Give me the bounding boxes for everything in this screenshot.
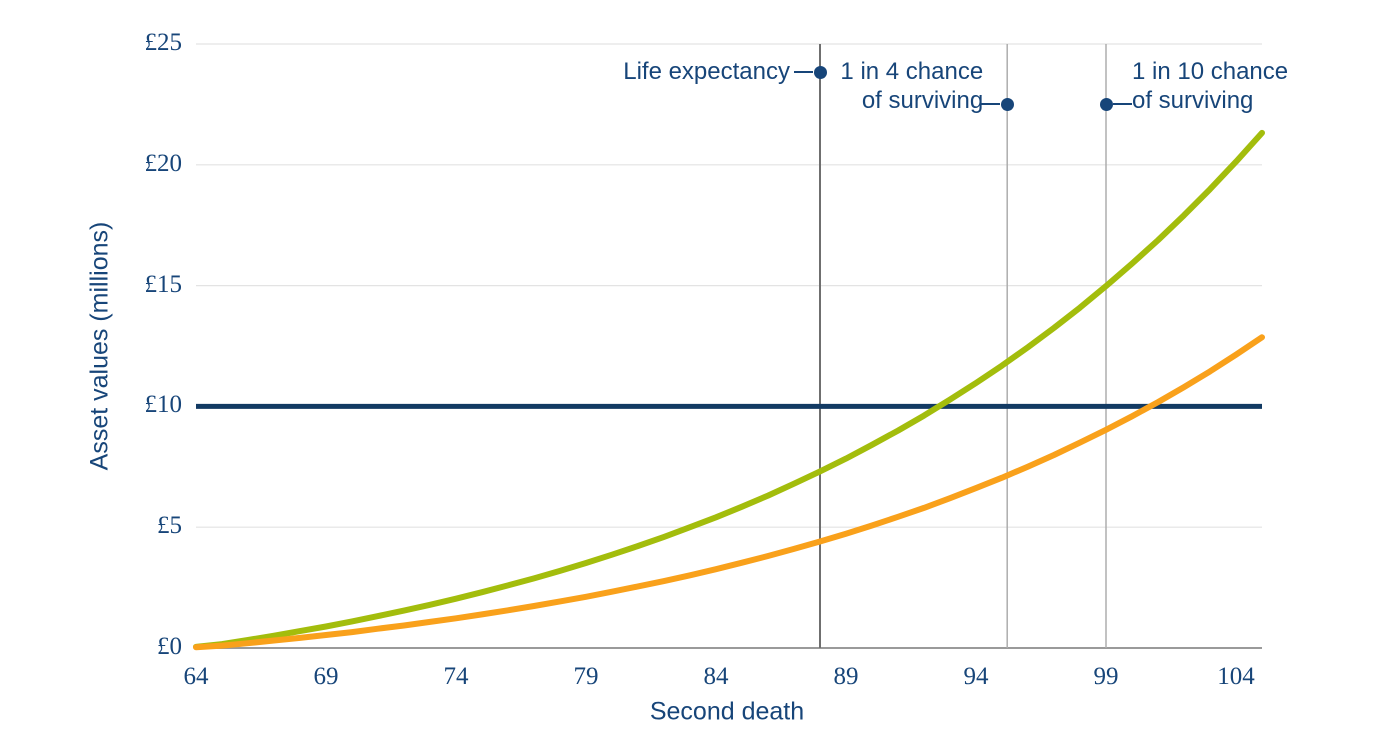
x-tick-label: 69 xyxy=(313,663,339,690)
y-tick-label: £10 xyxy=(144,391,183,419)
x-tick-label: 94 xyxy=(963,663,989,690)
annotation-connector xyxy=(794,71,813,73)
orange-growth-curve xyxy=(193,334,1265,651)
x-tick-label: 99 xyxy=(1093,663,1119,690)
x-tick-label: 84 xyxy=(703,663,729,690)
x-tick-label: 79 xyxy=(573,663,599,690)
x-tick-label: 104 xyxy=(1217,663,1255,690)
annotation-dot-icon xyxy=(1099,97,1113,111)
green-growth-curve xyxy=(193,129,1265,650)
annotation-dot-icon xyxy=(1000,97,1014,111)
one-in-four-label: 1 in 4 chance of surviving xyxy=(840,57,983,115)
life-expectancy-label: Life expectancy xyxy=(623,57,790,86)
annotation-dot-icon xyxy=(813,65,827,79)
annotation-connector xyxy=(1113,103,1132,105)
annotation-line: of surviving xyxy=(1132,87,1254,114)
gridlines-group xyxy=(196,43,1262,649)
marker-lines-group xyxy=(819,44,1107,648)
annotation-connector xyxy=(981,103,1001,105)
x-axis-title: Second death xyxy=(649,697,805,726)
one-in-ten-label: 1 in 10 chance of surviving xyxy=(1132,57,1288,115)
y-tick-label: £15 xyxy=(144,270,183,298)
y-axis-title: Asset values (millions) xyxy=(85,221,114,471)
annotation-line: 1 in 10 chance xyxy=(1132,58,1289,85)
y-tick-label: £25 xyxy=(144,29,183,56)
annotation-line: of surviving xyxy=(861,87,984,114)
y-tick-label: £5 xyxy=(157,512,182,540)
x-tick-label: 89 xyxy=(833,663,859,690)
y-tick-label: £0 xyxy=(157,633,182,660)
x-tick-label: 64 xyxy=(183,663,209,690)
x-tick-label: 74 xyxy=(443,663,469,690)
curves-group xyxy=(193,129,1265,651)
y-tick-label: £20 xyxy=(144,149,183,177)
annotation-line: 1 in 4 chance xyxy=(840,58,984,85)
annotation-line: Life expectancy xyxy=(623,58,790,85)
